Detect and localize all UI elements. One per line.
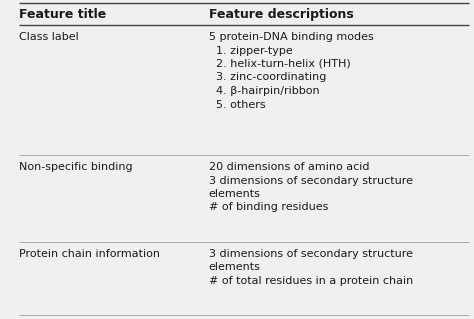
Text: 3 dimensions of secondary structure: 3 dimensions of secondary structure <box>209 175 412 186</box>
Text: 5 protein-DNA binding modes: 5 protein-DNA binding modes <box>209 32 374 42</box>
Text: 1. zipper-type: 1. zipper-type <box>209 46 292 56</box>
Text: 3 dimensions of secondary structure: 3 dimensions of secondary structure <box>209 249 412 259</box>
Text: Non-specific binding: Non-specific binding <box>19 162 133 172</box>
Text: 4. β-hairpin/ribbon: 4. β-hairpin/ribbon <box>209 86 319 96</box>
Text: 3. zinc-coordinating: 3. zinc-coordinating <box>209 72 326 83</box>
Text: # of total residues in a protein chain: # of total residues in a protein chain <box>209 276 413 286</box>
Text: 2. helix-turn-helix (HTH): 2. helix-turn-helix (HTH) <box>209 59 350 69</box>
Text: # of binding residues: # of binding residues <box>209 203 328 212</box>
Text: Feature title: Feature title <box>19 8 106 21</box>
Text: elements: elements <box>209 263 260 272</box>
Text: Protein chain information: Protein chain information <box>19 249 160 259</box>
Text: Feature descriptions: Feature descriptions <box>209 8 353 21</box>
Text: Class label: Class label <box>19 32 79 42</box>
Text: 5. others: 5. others <box>209 100 265 109</box>
Text: elements: elements <box>209 189 260 199</box>
Text: 20 dimensions of amino acid: 20 dimensions of amino acid <box>209 162 369 172</box>
